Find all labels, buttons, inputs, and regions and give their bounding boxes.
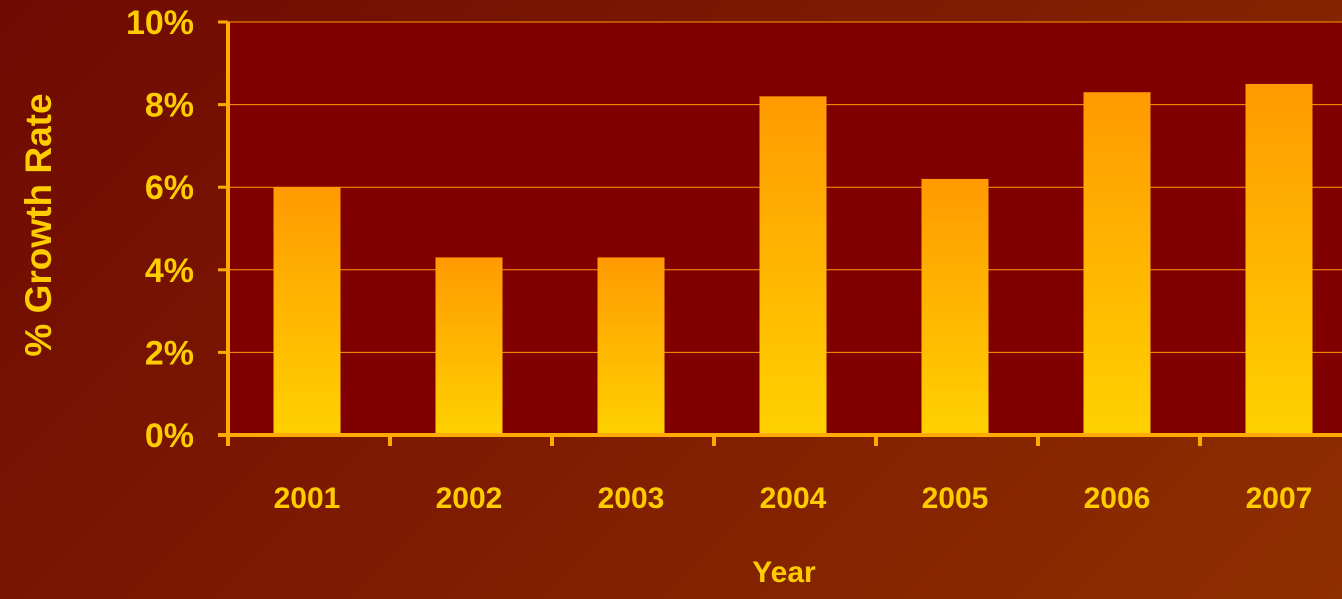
x-tick-label: 2003 xyxy=(598,482,665,515)
y-tick-label: 4% xyxy=(145,252,194,290)
y-tick-label: 2% xyxy=(145,334,194,372)
bar-2002 xyxy=(435,257,503,435)
bar-2004 xyxy=(759,96,827,435)
bar-2001 xyxy=(273,187,341,435)
x-tick-label: 2005 xyxy=(922,482,989,515)
y-tick-label: 10% xyxy=(126,4,194,42)
bar-2003 xyxy=(597,257,665,435)
x-axis-title: Year xyxy=(752,556,816,589)
bar-2007 xyxy=(1245,83,1313,435)
y-axis-title: % Growth Rate xyxy=(18,93,59,356)
bar-2006 xyxy=(1083,92,1151,436)
y-tick-label: 8% xyxy=(145,87,194,125)
y-tick-label: 6% xyxy=(145,169,194,207)
bars xyxy=(273,83,1313,436)
x-tick-label: 2004 xyxy=(760,482,827,515)
x-tick-label: 2006 xyxy=(1084,482,1151,515)
axes xyxy=(218,20,1342,446)
labels: 0% 2% 4% 6% 8% 10% 2001 2002 2003 2004 2005 2006 200… xyxy=(126,4,1312,515)
x-tick-label: 2002 xyxy=(436,482,503,515)
x-tick-label: 2001 xyxy=(274,482,341,515)
bar-2005 xyxy=(921,178,989,435)
x-tick-label: 2007 xyxy=(1246,482,1313,515)
y-tick-label: 0% xyxy=(145,417,194,455)
